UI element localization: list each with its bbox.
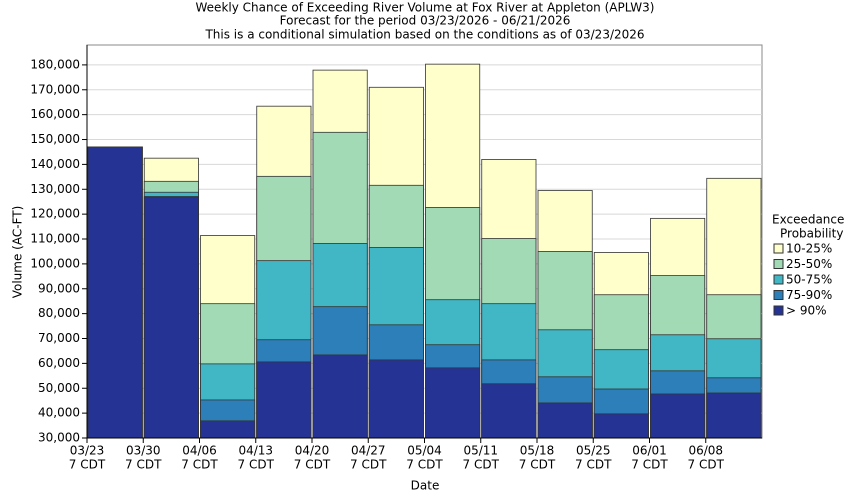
bar bbox=[368, 359, 424, 439]
x-tick-label: 06/01 bbox=[632, 444, 667, 458]
x-tick-label: 7 CDT bbox=[125, 458, 162, 472]
y-tick-label: 120,000 bbox=[30, 207, 80, 221]
y-tick-label: 80,000 bbox=[38, 306, 80, 320]
chart-subtitle: This is a conditional simulation based o… bbox=[204, 28, 644, 42]
y-tick-label: 150,000 bbox=[30, 132, 80, 146]
bar bbox=[425, 367, 481, 439]
chart-subtitle: Forecast for the period 03/23/2026 - 06/… bbox=[280, 14, 571, 28]
bar bbox=[200, 420, 256, 439]
y-axis-title: Volume (AC-FT) bbox=[11, 206, 25, 299]
legend-swatch bbox=[773, 274, 784, 285]
bar bbox=[650, 393, 706, 439]
x-tick-label: 7 CDT bbox=[688, 458, 725, 472]
legend-label: 75-90% bbox=[786, 288, 832, 302]
x-tick-label: 7 CDT bbox=[69, 458, 106, 472]
bar bbox=[706, 392, 762, 439]
legend-swatch bbox=[773, 290, 784, 300]
bar bbox=[537, 402, 593, 439]
x-tick-label: 05/25 bbox=[576, 444, 611, 458]
x-tick-label: 03/23 bbox=[70, 444, 105, 458]
x-tick-label: 04/20 bbox=[295, 444, 330, 458]
y-tick-label: 170,000 bbox=[30, 82, 80, 96]
legend-title: Probability bbox=[780, 227, 843, 241]
y-tick-label: 180,000 bbox=[30, 57, 80, 71]
x-tick-label: 03/30 bbox=[126, 444, 161, 458]
x-tick-label: 7 CDT bbox=[181, 458, 218, 472]
legend-swatch bbox=[773, 259, 784, 269]
chart-title: Weekly Chance of Exceeding River Volume … bbox=[196, 1, 655, 15]
bar bbox=[143, 197, 199, 439]
bar bbox=[256, 361, 312, 439]
x-tick-label: 04/27 bbox=[351, 444, 386, 458]
bar bbox=[593, 413, 649, 439]
legend-label: 50-75% bbox=[786, 273, 832, 287]
y-tick-label: 70,000 bbox=[38, 331, 80, 345]
y-tick-label: 100,000 bbox=[30, 256, 80, 270]
x-axis-title: Date bbox=[411, 479, 440, 493]
y-tick-label: 110,000 bbox=[30, 232, 80, 246]
y-tick-label: 40,000 bbox=[38, 406, 80, 420]
y-tick-label: 90,000 bbox=[38, 281, 80, 295]
y-tick-label: 130,000 bbox=[30, 182, 80, 196]
x-tick-label: 7 CDT bbox=[631, 458, 668, 472]
x-tick-label: 05/04 bbox=[407, 444, 442, 458]
x-tick-label: 7 CDT bbox=[238, 458, 275, 472]
legend-label: > 90% bbox=[786, 304, 827, 318]
y-tick-label: 30,000 bbox=[38, 431, 80, 445]
bar bbox=[87, 146, 143, 439]
x-tick-label: 05/18 bbox=[520, 444, 555, 458]
x-tick-label: 04/06 bbox=[182, 444, 217, 458]
x-tick-label: 7 CDT bbox=[406, 458, 443, 472]
x-tick-label: 06/08 bbox=[688, 444, 723, 458]
x-tick-label: 7 CDT bbox=[575, 458, 612, 472]
y-tick-label: 60,000 bbox=[38, 356, 80, 370]
legend-label: 25-50% bbox=[786, 257, 832, 271]
x-tick-label: 04/13 bbox=[238, 444, 273, 458]
bar bbox=[481, 383, 537, 439]
y-tick-label: 160,000 bbox=[30, 107, 80, 121]
plot-area bbox=[86, 44, 763, 439]
legend-swatch bbox=[773, 243, 784, 254]
x-tick-label: 7 CDT bbox=[463, 458, 500, 472]
x-tick-label: 7 CDT bbox=[519, 458, 556, 472]
y-tick-label: 140,000 bbox=[30, 157, 80, 171]
x-tick-label: 05/11 bbox=[463, 444, 498, 458]
legend-title: Exceedance bbox=[772, 213, 844, 227]
y-tick-label: 50,000 bbox=[38, 381, 80, 395]
legend-swatch bbox=[773, 305, 784, 316]
legend-label: 10-25% bbox=[786, 242, 832, 256]
bar bbox=[312, 354, 368, 439]
x-tick-label: 7 CDT bbox=[350, 458, 387, 472]
x-tick-label: 7 CDT bbox=[294, 458, 331, 472]
